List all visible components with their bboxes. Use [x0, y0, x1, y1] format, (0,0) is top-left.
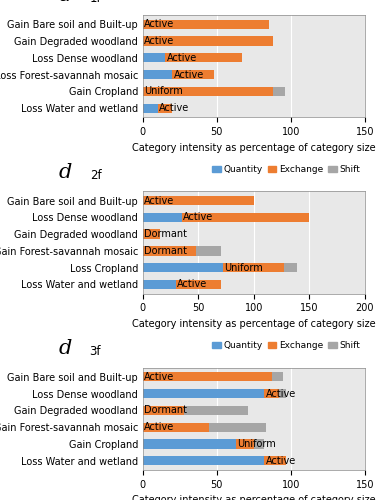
Text: Uniform: Uniform — [144, 86, 183, 97]
Text: Active: Active — [177, 280, 208, 289]
Bar — [143, 87, 273, 96]
Text: d: d — [59, 162, 72, 182]
Bar — [143, 212, 182, 222]
Bar — [143, 53, 165, 62]
X-axis label: Category intensity as percentage of category size: Category intensity as percentage of cate… — [132, 143, 376, 153]
Text: Active: Active — [265, 456, 296, 466]
Bar — [143, 263, 223, 272]
Bar — [271, 372, 284, 382]
Text: Active: Active — [159, 103, 190, 113]
X-axis label: Category intensity as percentage of category size: Category intensity as percentage of cate… — [132, 496, 376, 500]
Bar — [143, 389, 264, 398]
Bar — [143, 70, 173, 79]
Bar — [254, 440, 264, 448]
Bar — [143, 20, 268, 29]
Text: 3f: 3f — [89, 345, 101, 358]
Text: Dormant: Dormant — [144, 406, 187, 415]
Legend: Quantity, Exchange, Shift: Quantity, Exchange, Shift — [212, 342, 360, 350]
Text: Active: Active — [174, 70, 204, 80]
Bar — [143, 440, 236, 448]
Text: 2f: 2f — [89, 168, 101, 181]
Text: Active: Active — [144, 422, 174, 432]
Bar — [182, 212, 309, 222]
Text: Active: Active — [144, 196, 174, 205]
Bar — [143, 406, 184, 415]
Bar — [143, 196, 254, 205]
Text: Active: Active — [144, 372, 174, 382]
Bar — [236, 440, 254, 448]
Bar — [176, 280, 220, 289]
Text: d: d — [59, 0, 72, 6]
Bar — [196, 246, 220, 256]
Text: Active: Active — [144, 36, 174, 46]
Legend: Quantity, Exchange, Shift: Quantity, Exchange, Shift — [212, 165, 360, 174]
Bar — [143, 456, 264, 466]
Bar — [284, 263, 297, 272]
Text: Dormant: Dormant — [144, 246, 187, 256]
Bar — [143, 104, 158, 113]
Bar — [143, 36, 273, 46]
Bar — [165, 53, 242, 62]
Bar — [264, 389, 279, 398]
Bar — [143, 230, 159, 238]
Bar — [143, 280, 176, 289]
Bar — [223, 263, 284, 272]
Bar — [143, 372, 271, 382]
Text: Active: Active — [144, 20, 174, 30]
Bar — [143, 422, 209, 432]
Text: 1f: 1f — [89, 0, 101, 6]
Bar — [264, 456, 287, 466]
Bar — [173, 70, 214, 79]
X-axis label: Category intensity as percentage of category size: Category intensity as percentage of cate… — [132, 319, 376, 329]
Bar — [184, 406, 248, 415]
Bar — [209, 422, 265, 432]
Bar — [273, 87, 285, 96]
Bar — [158, 104, 173, 113]
Text: Uniform: Uniform — [224, 262, 262, 272]
Text: Uniform: Uniform — [238, 439, 276, 449]
Text: Active: Active — [183, 212, 213, 222]
Text: d: d — [59, 339, 72, 358]
Text: Dormant: Dormant — [144, 229, 187, 239]
Text: Active: Active — [167, 53, 197, 63]
Bar — [279, 389, 287, 398]
Text: Active: Active — [265, 388, 296, 398]
Bar — [143, 246, 196, 256]
